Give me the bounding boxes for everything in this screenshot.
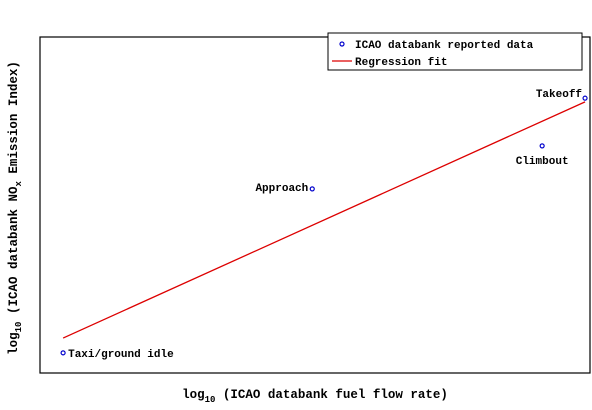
y-label-part: (ICAO databank NO [7,186,21,322]
data-point [539,143,545,149]
y-label-sub: x [14,181,24,187]
point-label: Taxi/ground idle [68,349,174,361]
legend-label: Regression fit [355,57,447,69]
legend-label: ICAO databank reported data [355,40,534,52]
y-label-sub: 10 [14,322,24,333]
y-label-part: Emission Index) [7,61,21,181]
x-label-part: (ICAO databank fuel flow rate) [215,388,448,402]
regression-line [62,101,586,339]
plot-frame [39,36,591,374]
y-label-part: log [7,332,21,355]
point-label: Takeoff [536,89,583,101]
x-axis-label: log10 (ICAO databank fuel flow rate) [182,388,448,405]
x-label-sub: 10 [205,395,216,405]
x-label-part: log [182,388,205,402]
data-point [582,95,588,101]
legend-marker [339,41,345,47]
legend-box [327,32,583,71]
point-label: Approach [255,183,308,195]
data-point [309,186,315,192]
point-label: Climbout [516,156,569,168]
y-axis-label: log10 (ICAO databank NOx Emission Index) [7,61,24,355]
data-point [60,350,66,356]
